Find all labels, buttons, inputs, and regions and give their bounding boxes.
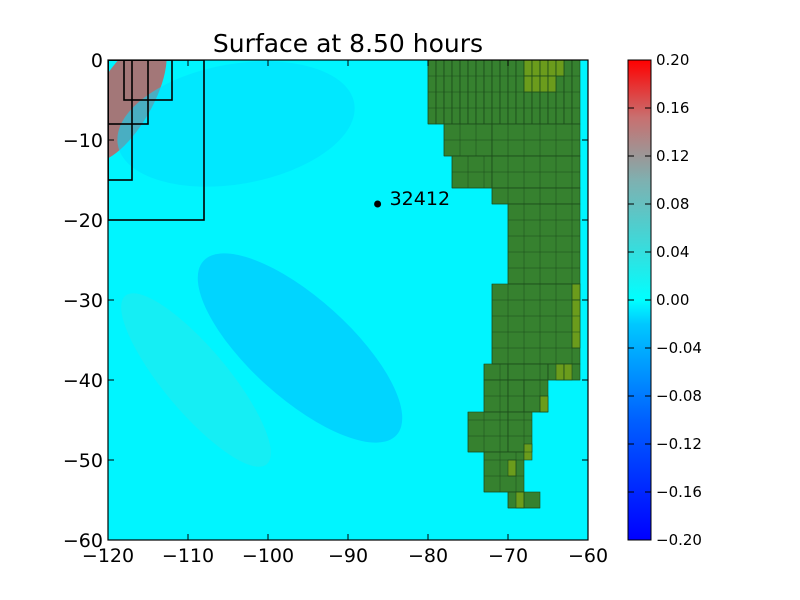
refinement-patch-outline (108, 60, 205, 221)
land-mask (427, 60, 581, 509)
x-tick-label: −60 (568, 545, 608, 567)
land-cell (507, 459, 517, 477)
land-cell (491, 283, 581, 365)
y-axis: 0 −10 −20 −30 −40 −50 −60 (63, 50, 588, 552)
colorbar-tick-label: 0.12 (656, 147, 689, 165)
land-cell (523, 75, 533, 93)
colorbar-tick-label: −0.16 (656, 483, 702, 501)
plot-area (108, 60, 588, 540)
refinement-patch-outline (123, 60, 173, 101)
x-tick-label: −80 (408, 545, 448, 567)
colorbar-tick-label: 0.16 (656, 99, 689, 117)
land-cell (563, 363, 573, 381)
land-cell (523, 60, 533, 77)
colorbar-tick-label: 0.08 (656, 195, 689, 213)
land-cell (467, 411, 509, 453)
land-cell (491, 187, 581, 205)
y-tick-label: −60 (63, 530, 103, 552)
gauge-marker: 32412 (374, 188, 450, 210)
land-cell (539, 60, 549, 77)
wave-crest (121, 293, 271, 467)
x-tick-label: −70 (488, 545, 528, 567)
land-cell (507, 363, 549, 381)
land-cell (571, 299, 581, 349)
refinement-patches (108, 60, 205, 221)
land-cell (571, 283, 581, 301)
y-tick-label: −40 (63, 370, 103, 392)
land-cell (507, 203, 581, 285)
colorbar: 0.20 0.16 0.12 0.08 0.04 0.00 −0.04 −0.08 −0.12 −… (627, 51, 702, 549)
y-tick-label: −10 (63, 130, 103, 152)
colorbar-tick-label: −0.20 (656, 531, 702, 549)
land-cell (555, 363, 565, 381)
colorbar-tick-label: 0.20 (656, 51, 689, 69)
colorbar-ticks: 0.20 0.16 0.12 0.08 0.04 0.00 −0.04 −0.08 −0.12 −… (628, 51, 702, 549)
x-tick-label: −90 (328, 545, 368, 567)
y-tick-label: −20 (63, 210, 103, 232)
colorbar-tick-label: −0.04 (656, 339, 702, 357)
land-cell (515, 491, 525, 509)
land-cell (555, 60, 565, 77)
colorbar-tick-label: 0.00 (656, 291, 689, 309)
colorbar-tick-label: −0.12 (656, 435, 702, 453)
land-cell (547, 75, 557, 93)
land-cell (483, 363, 509, 381)
colorbar-tick-label: 0.04 (656, 243, 689, 261)
y-tick-label: −30 (63, 290, 103, 312)
gauge-label: 32412 (390, 188, 450, 210)
land-cell (539, 395, 549, 413)
gauge-point (374, 200, 382, 208)
refinement-patch-outline (108, 60, 149, 125)
land-cell (547, 60, 557, 77)
x-tick-label: −110 (162, 545, 214, 567)
wave-trough (117, 61, 355, 187)
y-tick-label: 0 (91, 50, 103, 72)
y-tick-label: −50 (63, 450, 103, 472)
land-cell (531, 60, 541, 77)
x-tick-label: −120 (82, 545, 134, 567)
land-cell (483, 451, 525, 493)
land-cell (531, 75, 541, 93)
wave-trough (197, 253, 403, 443)
refinement-patch-outline (108, 60, 133, 181)
x-tick-label: −100 (242, 545, 294, 567)
x-axis: −120 −110 −100 −90 −80 −70 −60 (82, 60, 608, 567)
colorbar-tick-label: −0.08 (656, 387, 702, 405)
chart-title: Surface at 8.50 hours (213, 29, 483, 58)
land-cell (539, 75, 549, 93)
